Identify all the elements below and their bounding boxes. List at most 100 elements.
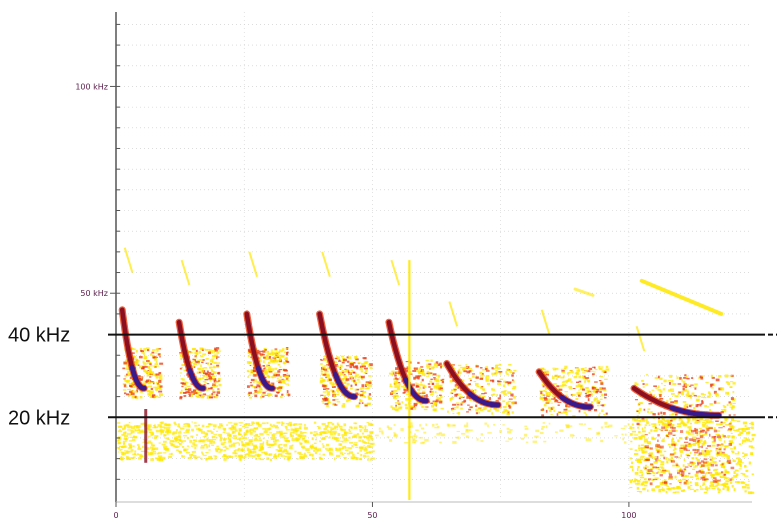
low-freq-noise [129, 445, 132, 449]
low-freq-noise [425, 423, 428, 426]
call-cloud [154, 365, 157, 368]
call-cloud [340, 355, 345, 358]
low-freq-noise [256, 423, 260, 425]
low-freq-noise [499, 429, 502, 433]
call-harmonic [180, 259, 191, 286]
low-freq-noise [731, 478, 734, 481]
call-cloud [586, 370, 591, 373]
call-cloud [703, 419, 707, 421]
call-cloud [196, 371, 199, 374]
low-freq-noise [711, 436, 716, 438]
low-freq-noise [694, 451, 699, 454]
low-freq-noise [223, 439, 226, 441]
low-freq-noise [703, 491, 708, 494]
call-cloud [398, 406, 402, 410]
low-freq-noise [733, 474, 738, 478]
call-cloud [394, 408, 398, 411]
low-freq-noise [284, 455, 288, 458]
low-freq-noise [716, 451, 720, 455]
low-freq-noise [725, 470, 730, 474]
call-cloud [273, 355, 276, 358]
call-cloud [389, 392, 394, 395]
low-freq-noise [676, 425, 681, 428]
call-cloud [449, 380, 453, 383]
low-freq-noise [633, 480, 636, 483]
call-cloud [422, 386, 425, 389]
call-cloud [585, 369, 589, 372]
low-freq-noise [741, 486, 747, 489]
call-cloud [217, 371, 221, 375]
low-freq-noise [631, 461, 634, 465]
low-freq-noise [365, 455, 370, 457]
call-cloud [335, 363, 339, 367]
call-cloud [561, 381, 565, 384]
call-cloud [198, 367, 202, 371]
low-freq-noise [713, 438, 716, 442]
call-cloud [693, 386, 698, 388]
low-freq-noise [229, 427, 235, 429]
call-cloud [343, 396, 346, 399]
low-freq-noise [687, 464, 691, 466]
low-freq-noise [262, 428, 267, 430]
low-freq-noise [446, 423, 450, 427]
call-cloud [604, 371, 607, 373]
call-cloud [183, 369, 186, 372]
call-cloud [603, 393, 608, 396]
call-cloud [359, 365, 363, 368]
call-cloud [585, 413, 588, 416]
call-cloud [343, 381, 347, 385]
call-cloud [470, 379, 472, 382]
low-freq-noise [456, 430, 460, 433]
low-freq-noise [658, 488, 663, 491]
call-cloud [212, 388, 215, 392]
low-freq-noise [157, 452, 162, 454]
call-cloud [180, 389, 183, 392]
low-freq-noise [644, 468, 647, 470]
call-cloud [642, 383, 645, 385]
call-cloud [433, 385, 437, 389]
call-cloud [149, 371, 151, 374]
low-freq-noise [750, 426, 754, 429]
call-cloud [480, 407, 483, 409]
call-cloud [556, 375, 561, 378]
call-cloud [262, 353, 265, 356]
low-freq-noise [351, 445, 354, 448]
call-cloud [601, 387, 606, 390]
low-freq-noise [206, 437, 209, 441]
low-freq-noise [634, 418, 639, 422]
low-freq-noise [675, 462, 678, 465]
call-cloud [670, 393, 675, 395]
low-freq-noise [736, 457, 741, 460]
call-cloud [468, 368, 473, 370]
low-freq-noise [276, 421, 281, 424]
low-freq-noise [642, 480, 647, 484]
low-freq-noise [228, 438, 231, 441]
low-freq-noise [629, 486, 633, 489]
call-cloud [130, 392, 135, 396]
call-cloud [710, 418, 713, 420]
low-freq-noise [699, 469, 704, 473]
low-freq-noise [680, 444, 685, 447]
call-cloud [360, 399, 363, 403]
call-cloud [368, 397, 372, 400]
call-cloud [343, 371, 348, 373]
low-freq-noise [587, 438, 592, 442]
call-cloud [354, 388, 357, 392]
low-freq-noise [349, 430, 352, 433]
call-cloud [149, 376, 152, 378]
call-cloud [325, 397, 327, 400]
call-cloud [647, 408, 651, 410]
call-cloud [190, 383, 194, 385]
low-freq-noise [706, 428, 710, 432]
low-freq-noise [413, 435, 418, 438]
call-cloud [718, 374, 722, 378]
call-cloud [348, 372, 351, 375]
low-freq-noise [283, 458, 286, 460]
low-freq-noise [268, 443, 272, 445]
call-cloud [394, 374, 397, 377]
call-cloud [564, 365, 568, 369]
call-cloud [458, 393, 462, 395]
low-freq-noise [304, 439, 308, 442]
call-cloud [592, 375, 595, 377]
low-freq-noise [127, 429, 132, 431]
